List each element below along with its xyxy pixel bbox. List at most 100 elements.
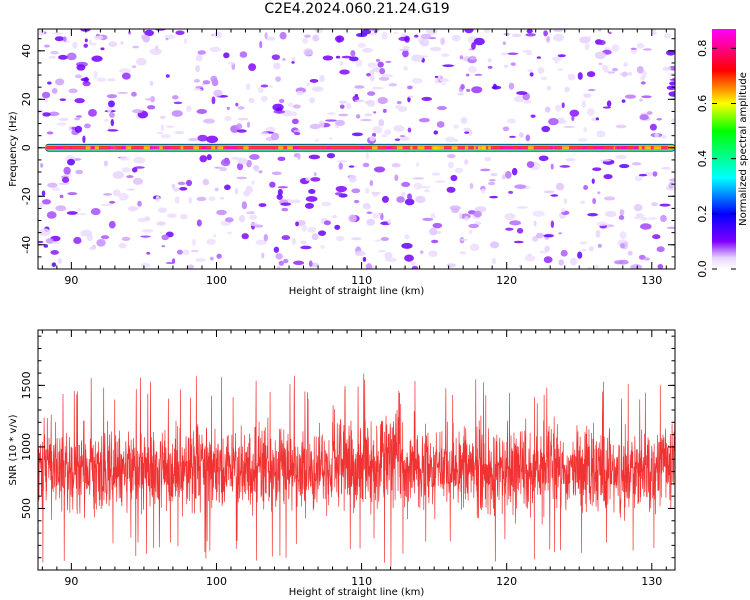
spectrogram-speckle xyxy=(377,97,388,105)
spectrogram-speckle xyxy=(532,210,545,217)
spectrogram-speckle xyxy=(67,158,75,166)
spectrogram-band-blob xyxy=(620,146,626,150)
spectrogram-speckle xyxy=(181,249,190,256)
spectrogram-speckle xyxy=(555,182,565,191)
spectrogram-speckle xyxy=(231,156,240,160)
spectrogram-speckle xyxy=(73,236,82,245)
spectrogram-speckle xyxy=(388,83,398,87)
spectrogram-speckle xyxy=(155,195,160,203)
spectrogram-speckle xyxy=(121,72,131,80)
spectrogram-speckle xyxy=(458,212,463,220)
spectrogram-speckle xyxy=(643,48,652,51)
spectrogram-speckle xyxy=(335,185,347,193)
spectrogram-speckle xyxy=(394,174,399,182)
spectrogram-speckle xyxy=(220,158,231,167)
spectrogram-speckle xyxy=(404,198,415,206)
spectrogram-speckle xyxy=(251,180,255,186)
spectrogram-speckle xyxy=(165,74,170,78)
spectrogram-speckle xyxy=(51,88,58,94)
spectrogram-speckle xyxy=(270,132,280,141)
spectrogram-speckle xyxy=(136,57,147,66)
spectrogram-speckle xyxy=(349,56,359,62)
spectrogram-speckle xyxy=(526,161,535,169)
spectrogram-band-blob xyxy=(388,146,392,150)
spectrogram-speckle xyxy=(381,74,393,78)
spectrogram-band-blob xyxy=(451,146,458,150)
spectrogram-speckle xyxy=(505,227,514,231)
spectrogram-speckle xyxy=(403,66,409,71)
spectrogram-speckle xyxy=(76,64,86,71)
spectrogram-speckle xyxy=(415,162,420,167)
spectrogram-speckle xyxy=(141,228,154,233)
spectrogram-speckle xyxy=(543,256,553,264)
spectrogram-speckle xyxy=(93,35,104,40)
spectrogram-speckle xyxy=(89,246,96,251)
spectrogram-speckle xyxy=(466,88,471,92)
spectrogram-speckle xyxy=(354,85,365,89)
spectrogram-speckle xyxy=(214,166,221,169)
spectrogram-speckle xyxy=(120,41,124,45)
spectrogram-speckle xyxy=(237,157,248,165)
spectrogram-speckle xyxy=(471,86,483,94)
spectrogram-speckle xyxy=(546,36,550,43)
spectrogram-speckle xyxy=(82,80,91,87)
spectrogram-speckle xyxy=(210,75,218,83)
spectrogram-speckle xyxy=(615,155,627,160)
spectrogram-speckle xyxy=(341,55,352,59)
spectrogram-speckle xyxy=(293,129,301,133)
spectrogram-speckle xyxy=(360,118,373,122)
spectrogram-speckle xyxy=(180,213,188,220)
spectrogram-speckle xyxy=(654,133,660,138)
spectrogram-speckle xyxy=(372,213,379,219)
spectrogram-speckle xyxy=(272,103,284,112)
spectrogram-speckle xyxy=(373,111,377,114)
spectrogram-speckle xyxy=(132,177,144,185)
spectrogram-speckle xyxy=(412,177,425,180)
spectrogram-speckle xyxy=(596,130,606,138)
spectrogram-speckle xyxy=(268,85,273,88)
spectrogram-speckle xyxy=(48,111,60,117)
spectrogram-speckle xyxy=(271,54,281,61)
spectrogram-speckle xyxy=(510,62,516,66)
spectrogram-speckle xyxy=(437,75,441,80)
spectrogram-speckle xyxy=(131,167,138,173)
spectrogram-speckle xyxy=(441,53,450,57)
spectrogram-speckle xyxy=(424,189,430,193)
spectrogram-speckle xyxy=(86,233,93,242)
spectrogram-speckle xyxy=(68,125,72,131)
spectrogram-speckle xyxy=(407,127,412,133)
spectrogram-speckle xyxy=(300,240,307,245)
spectrogram-speckle xyxy=(195,258,207,262)
spectrogram-y-tick-label: 20 xyxy=(20,92,33,106)
spectrogram-speckle xyxy=(516,91,528,95)
spectrogram-speckle xyxy=(369,135,376,142)
spectrogram-speckle xyxy=(362,202,371,210)
spectrogram-speckle xyxy=(431,239,439,244)
spectrogram-speckle xyxy=(543,190,555,194)
spectrogram-speckle xyxy=(321,201,332,207)
spectrogram-speckle xyxy=(526,29,533,34)
spectrogram-speckle xyxy=(237,117,249,121)
spectrogram-speckle xyxy=(471,42,476,50)
spectrogram-speckle xyxy=(526,52,533,56)
spectrogram-frame xyxy=(37,28,676,270)
spectrogram-band-blob xyxy=(500,146,506,150)
spectrogram-speckle xyxy=(38,202,45,208)
spectrogram-band-blob xyxy=(528,146,534,150)
spectrogram-speckle xyxy=(627,71,633,76)
spectrogram-speckle xyxy=(40,163,44,168)
spectrogram-speckle xyxy=(328,137,333,140)
spectrogram-speckle xyxy=(260,95,268,102)
spectrogram-speckle xyxy=(615,124,627,129)
spectrogram-speckle xyxy=(103,160,108,167)
spectrogram-speckle xyxy=(118,242,127,249)
spectrogram-speckle xyxy=(236,162,244,171)
spectrogram-speckle xyxy=(183,37,187,45)
spectrogram-speckle xyxy=(188,196,193,204)
spectrogram-speckle xyxy=(410,261,416,266)
spectrogram-speckle xyxy=(420,33,432,40)
spectrogram-speckle xyxy=(302,37,309,44)
spectrogram-speckle xyxy=(533,220,537,227)
spectrogram-speckle xyxy=(173,187,180,192)
spectrogram-speckle xyxy=(140,235,151,238)
